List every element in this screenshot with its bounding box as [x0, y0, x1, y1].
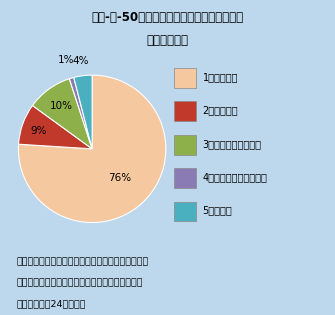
Text: 第１-１-50図／企業の研究開発における外部: 第１-１-50図／企業の研究開発における外部 [91, 11, 244, 24]
Text: が国企業の中長期的な研究開発に関する実態調: が国企業の中長期的な研究開発に関する実態調 [17, 278, 143, 287]
Text: 資料：経済産業省「イノベーション創出に資する我: 資料：経済産業省「イノベーション創出に資する我 [17, 257, 149, 266]
Text: 1%: 1% [58, 55, 75, 66]
Text: 5．その他: 5．その他 [203, 206, 232, 216]
Text: 1．自社単独: 1．自社単独 [203, 72, 238, 82]
FancyBboxPatch shape [174, 68, 196, 88]
Text: 4．国内ベンチャー企業: 4．国内ベンチャー企業 [203, 172, 268, 182]
FancyBboxPatch shape [174, 135, 196, 155]
Text: 3．大学・研究機関等: 3．大学・研究機関等 [203, 139, 262, 149]
Wedge shape [74, 75, 92, 149]
FancyBboxPatch shape [174, 202, 196, 221]
Text: 9%: 9% [30, 126, 47, 136]
FancyBboxPatch shape [174, 168, 196, 188]
FancyBboxPatch shape [174, 101, 196, 121]
Text: 4%: 4% [73, 56, 89, 66]
Text: 76%: 76% [108, 173, 131, 183]
Text: 査」（平成24年２月）: 査」（平成24年２月） [17, 299, 86, 308]
Wedge shape [69, 77, 92, 149]
Text: 2．国内他社: 2．国内他社 [203, 105, 238, 115]
Text: との連携割合: との連携割合 [146, 33, 189, 47]
Wedge shape [18, 106, 92, 149]
Text: 10%: 10% [50, 101, 72, 111]
Wedge shape [32, 79, 92, 149]
Wedge shape [18, 75, 166, 222]
